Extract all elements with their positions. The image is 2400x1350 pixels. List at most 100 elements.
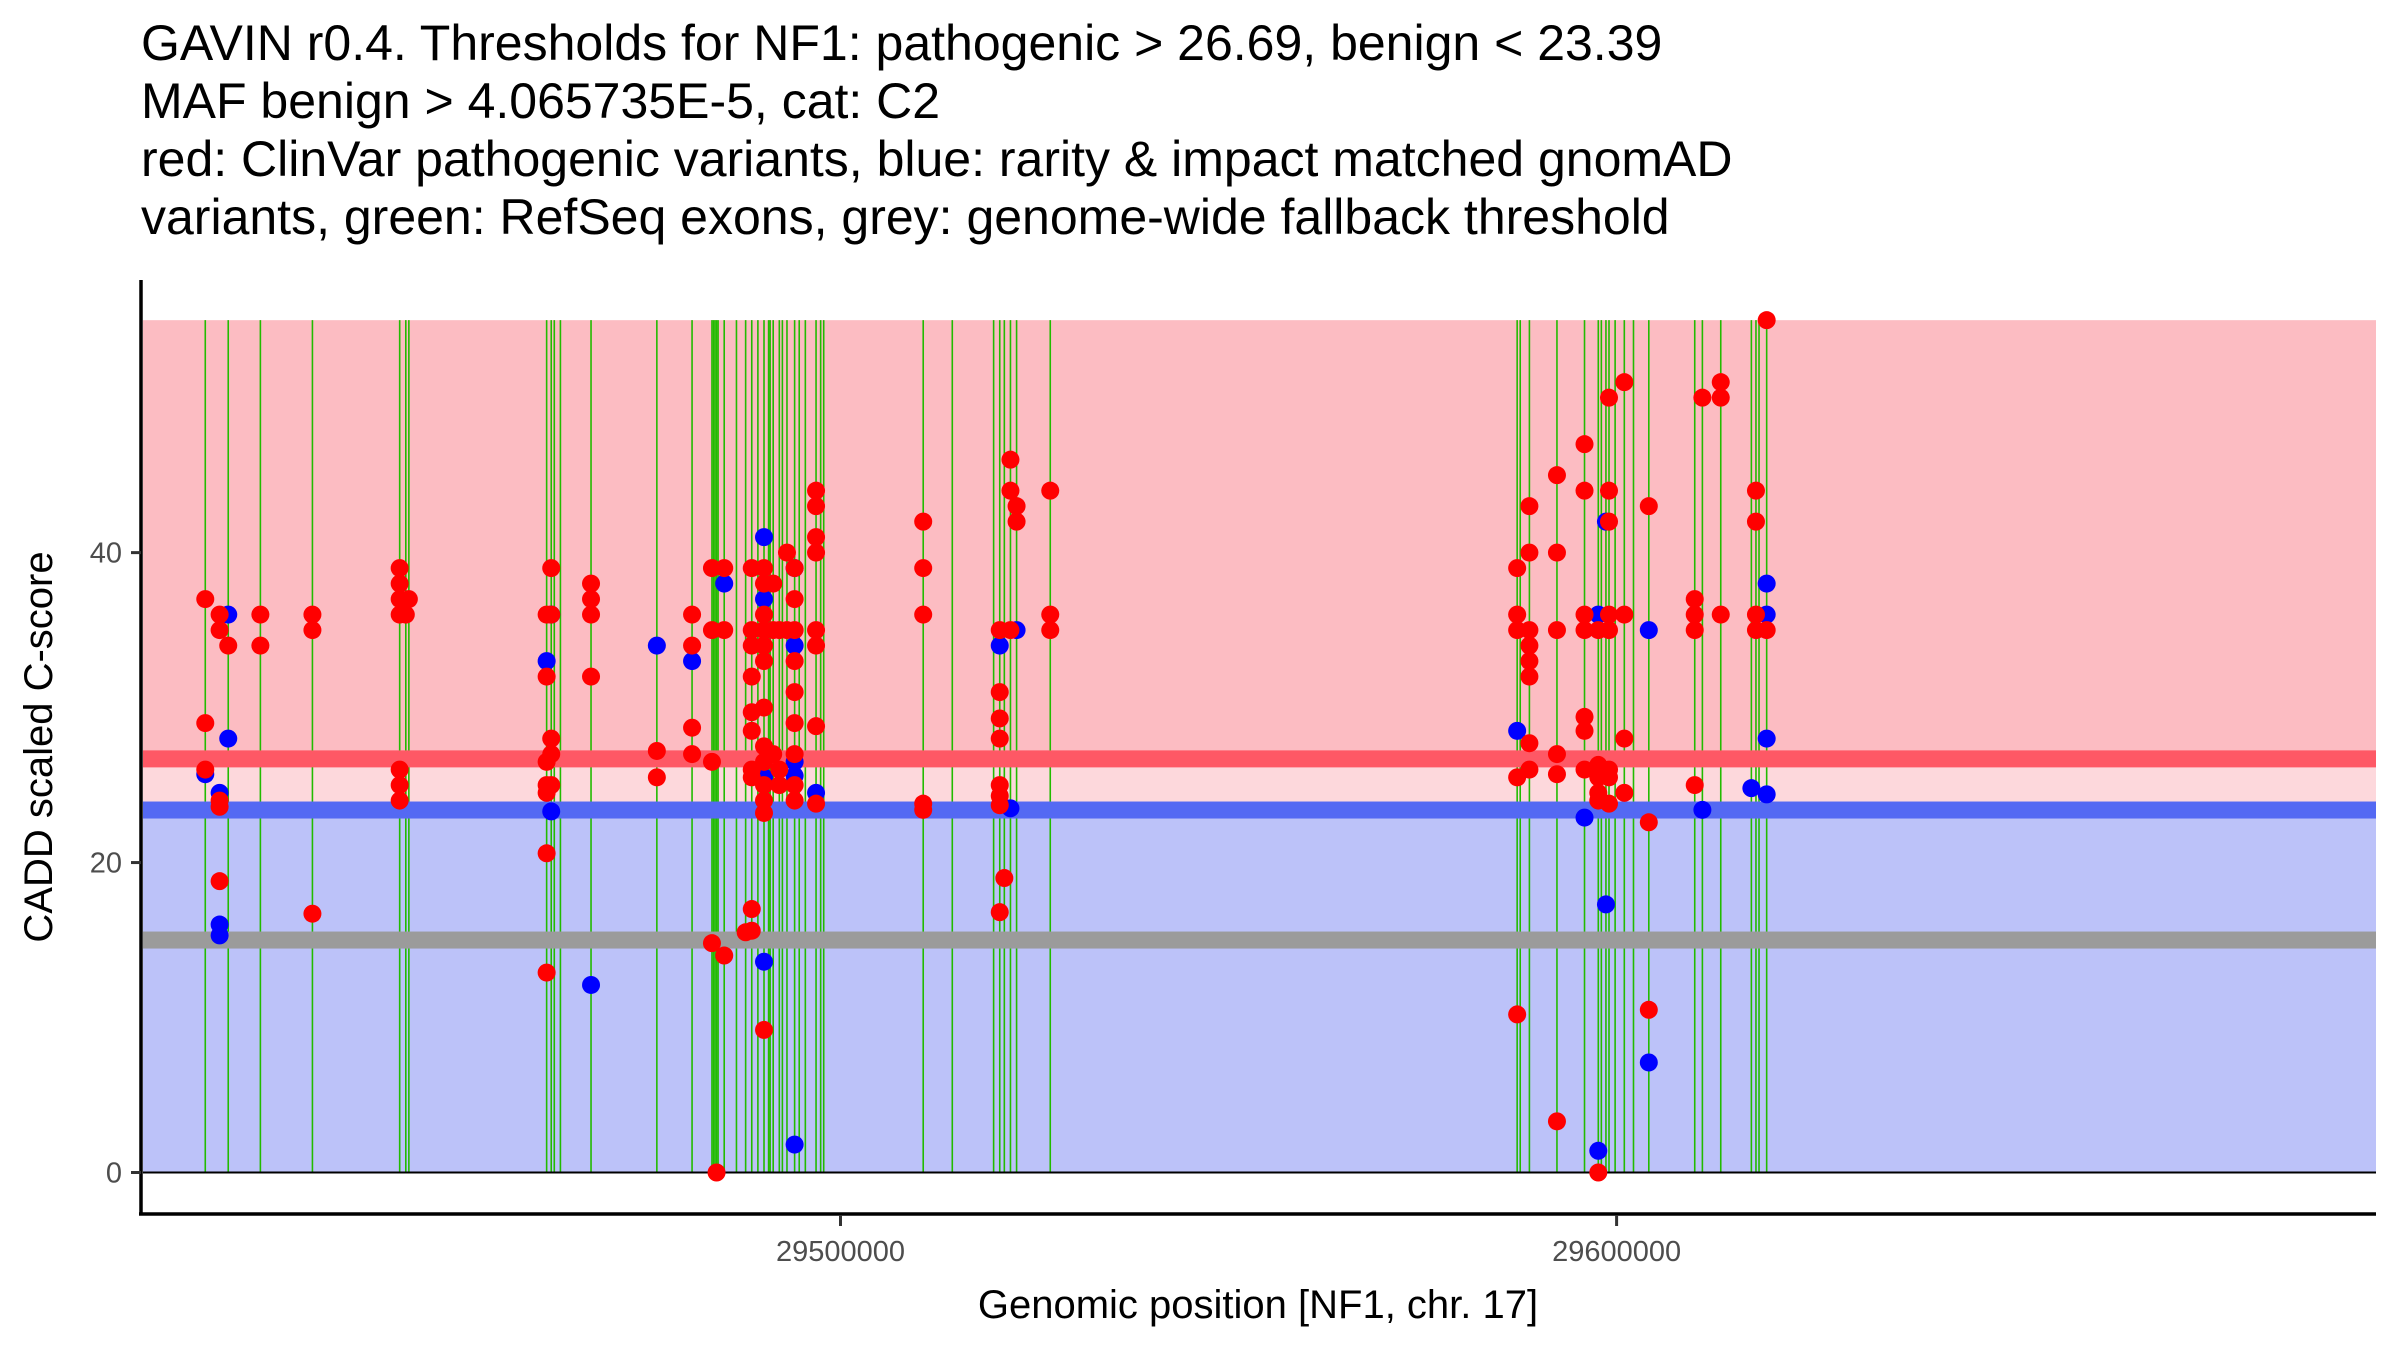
- gnomad-matched-point: [683, 652, 702, 671]
- clinvar-pathogenic-point: [742, 900, 761, 919]
- clinvar-pathogenic-point: [785, 590, 804, 609]
- clinvar-pathogenic-point: [390, 791, 409, 810]
- gnomad-matched-point: [755, 590, 774, 609]
- gnomad-matched-point: [755, 952, 774, 971]
- clinvar-pathogenic-point: [1615, 729, 1634, 748]
- clinvar-pathogenic-point: [755, 803, 774, 822]
- clinvar-pathogenic-point: [251, 605, 270, 624]
- clinvar-pathogenic-point: [210, 605, 229, 624]
- clinvar-pathogenic-point: [785, 652, 804, 671]
- clinvar-pathogenic-point: [702, 934, 721, 953]
- clinvar-pathogenic-point: [1600, 768, 1619, 787]
- clinvar-pathogenic-point: [785, 791, 804, 810]
- clinvar-pathogenic-point: [303, 605, 322, 624]
- clinvar-pathogenic-point: [990, 903, 1009, 922]
- clinvar-pathogenic-point: [995, 869, 1014, 888]
- clinvar-pathogenic-point: [1746, 605, 1765, 624]
- clinvar-pathogenic-point: [1711, 605, 1730, 624]
- clinvar-pathogenic-point: [990, 729, 1009, 748]
- clinvar-pathogenic-point: [542, 605, 561, 624]
- gnomad-matched-point: [219, 729, 238, 748]
- clinvar-pathogenic-point: [807, 794, 826, 813]
- clinvar-pathogenic-point: [683, 636, 702, 655]
- clinvar-pathogenic-point: [742, 721, 761, 740]
- gnomad-matched-point: [1589, 1141, 1608, 1160]
- clinvar-pathogenic-point: [1547, 621, 1566, 640]
- clinvar-pathogenic-point: [582, 574, 601, 593]
- clinvar-pathogenic-point: [1007, 497, 1026, 516]
- clinvar-pathogenic-point: [1711, 388, 1730, 407]
- clinvar-pathogenic-point: [1520, 652, 1539, 671]
- clinvar-pathogenic-point: [1575, 481, 1594, 500]
- clinvar-pathogenic-point: [1575, 435, 1594, 454]
- clinvar-pathogenic-point: [1520, 636, 1539, 655]
- clinvar-pathogenic-point: [715, 946, 734, 965]
- points-layer: [196, 311, 1776, 1182]
- benign-region: [143, 810, 2376, 1173]
- gnomad-matched-point: [1693, 800, 1712, 819]
- gnomad-matched-point: [542, 802, 561, 821]
- benign-threshold: [143, 801, 2376, 819]
- clinvar-pathogenic-point: [1520, 621, 1539, 640]
- clinvar-pathogenic-point: [1615, 783, 1634, 802]
- ticks-layer: 0 20 40 29500000 29600000: [90, 538, 1681, 1268]
- clinvar-pathogenic-point: [1746, 512, 1765, 531]
- title-line-1: GAVIN r0.4. Thresholds for NF1: pathogen…: [141, 15, 1663, 71]
- x-tick-label: 29600000: [1552, 1236, 1681, 1268]
- clinvar-pathogenic-point: [990, 796, 1009, 815]
- clinvar-pathogenic-point: [390, 760, 409, 779]
- clinvar-pathogenic-point: [990, 683, 1009, 702]
- clinvar-pathogenic-point: [764, 574, 783, 593]
- clinvar-pathogenic-point: [1547, 745, 1566, 764]
- clinvar-pathogenic-point: [1041, 481, 1060, 500]
- clinvar-pathogenic-point: [647, 741, 666, 760]
- gnomad-matched-point: [1757, 785, 1776, 804]
- clinvar-pathogenic-point: [1600, 794, 1619, 813]
- x-tick-label: 29500000: [776, 1236, 905, 1268]
- clinvar-pathogenic-point: [1575, 605, 1594, 624]
- clinvar-pathogenic-point: [755, 776, 774, 795]
- clinvar-pathogenic-point: [1520, 497, 1539, 516]
- clinvar-pathogenic-point: [683, 718, 702, 737]
- clinvar-pathogenic-point: [990, 709, 1009, 728]
- gnomad-matched-point: [785, 1135, 804, 1154]
- clinvar-pathogenic-point: [914, 800, 933, 819]
- y-tick-label: 20: [90, 848, 122, 880]
- clinvar-pathogenic-point: [785, 745, 804, 764]
- clinvar-pathogenic-point: [914, 559, 933, 578]
- clinvar-pathogenic-point: [1589, 1163, 1608, 1182]
- gnomad-matched-point: [210, 926, 229, 945]
- gnomad-matched-point: [1639, 1053, 1658, 1072]
- clinvar-pathogenic-point: [807, 543, 826, 562]
- clinvar-pathogenic-point: [1575, 721, 1594, 740]
- clinvar-pathogenic-point: [785, 559, 804, 578]
- clinvar-pathogenic-point: [1746, 481, 1765, 500]
- clinvar-pathogenic-point: [196, 590, 215, 609]
- clinvar-pathogenic-point: [807, 717, 826, 736]
- clinvar-pathogenic-point: [755, 559, 774, 578]
- clinvar-pathogenic-point: [582, 590, 601, 609]
- clinvar-pathogenic-point: [196, 714, 215, 733]
- gnomad-matched-point: [1508, 721, 1527, 740]
- gnomad-matched-point: [1757, 574, 1776, 593]
- clinvar-pathogenic-point: [1685, 776, 1704, 795]
- clinvar-pathogenic-point: [1600, 388, 1619, 407]
- clinvar-pathogenic-point: [785, 621, 804, 640]
- clinvar-pathogenic-point: [542, 745, 561, 764]
- clinvar-pathogenic-point: [770, 760, 789, 779]
- clinvar-pathogenic-point: [807, 636, 826, 655]
- clinvar-pathogenic-point: [683, 745, 702, 764]
- title-line-4: variants, green: RefSeq exons, grey: gen…: [141, 189, 1670, 245]
- clinvar-pathogenic-point: [1547, 1112, 1566, 1131]
- clinvar-pathogenic-point: [582, 605, 601, 624]
- clinvar-pathogenic-point: [914, 512, 933, 531]
- gnomad-matched-point: [1596, 895, 1615, 914]
- vous-region: [143, 758, 2376, 811]
- clinvar-pathogenic-point: [770, 776, 789, 795]
- clinvar-pathogenic-point: [1001, 621, 1020, 640]
- x-axis-title: Genomic position [NF1, chr. 17]: [978, 1283, 1538, 1327]
- clinvar-pathogenic-point: [1001, 481, 1020, 500]
- clinvar-pathogenic-point: [390, 559, 409, 578]
- clinvar-pathogenic-point: [1757, 621, 1776, 640]
- clinvar-pathogenic-point: [196, 760, 215, 779]
